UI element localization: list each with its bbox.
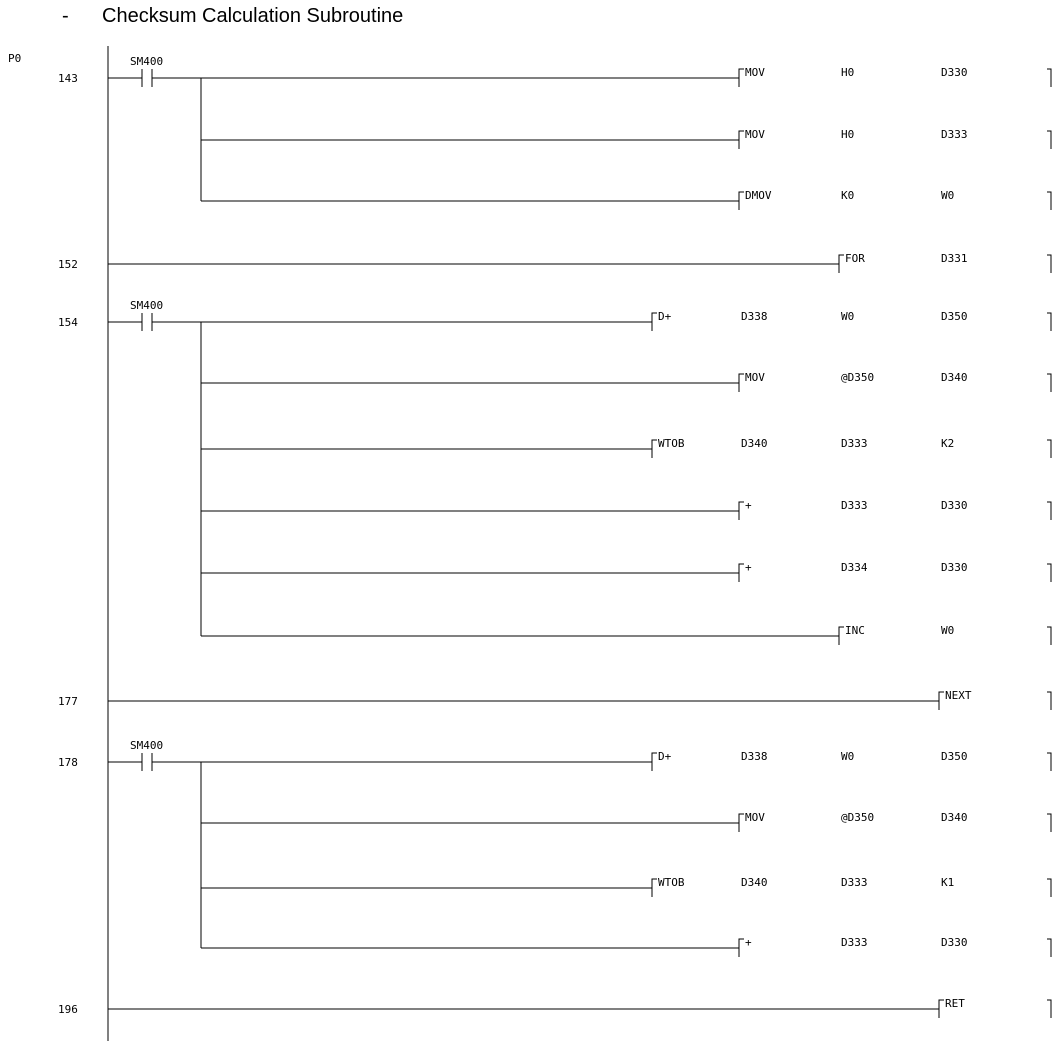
step-number: 196 [58, 1003, 78, 1016]
instruction-end-mark [1047, 752, 1052, 771]
instruction-end-mark [1047, 501, 1052, 520]
instruction-operand: D333 [841, 876, 868, 889]
instruction-end-mark [1047, 68, 1052, 87]
title-prefix: - [62, 5, 69, 27]
instruction-bracket [651, 752, 657, 771]
instruction-end-mark [1047, 878, 1052, 897]
instruction-operand: W0 [841, 750, 854, 763]
instruction-end-mark [1047, 813, 1052, 832]
contact-label: SM400 [130, 55, 163, 68]
instruction-op: WTOB [658, 876, 685, 889]
instruction-op: + [745, 561, 752, 574]
instruction-operand: @D350 [841, 811, 874, 824]
instruction-bracket [651, 439, 657, 458]
instruction-bracket [738, 938, 744, 957]
instruction-bracket [738, 373, 744, 392]
instruction-operand: H0 [841, 128, 854, 141]
instruction-end-mark [1047, 938, 1052, 957]
instruction-bracket [838, 254, 844, 273]
title-text: Checksum Calculation Subroutine [102, 5, 404, 27]
instruction-bracket [651, 878, 657, 897]
instruction-end-mark [1047, 563, 1052, 582]
instruction-operand: D338 [741, 750, 768, 763]
instruction-operand: D333 [941, 128, 968, 141]
instruction-operand: D330 [941, 499, 968, 512]
instruction-bracket [938, 999, 944, 1018]
step-number: 178 [58, 756, 78, 769]
instruction-operand: D330 [941, 561, 968, 574]
instruction-operand: K2 [941, 437, 954, 450]
instruction-bracket [738, 130, 744, 149]
instruction-op: RET [945, 997, 965, 1010]
instruction-operand: D340 [941, 811, 968, 824]
instruction-operand: W0 [841, 310, 854, 323]
instruction-end-mark [1047, 626, 1052, 645]
instruction-operand: D334 [841, 561, 868, 574]
instruction-op: WTOB [658, 437, 685, 450]
contact-label: SM400 [130, 299, 163, 312]
instruction-op: INC [845, 624, 865, 637]
instruction-end-mark [1047, 254, 1052, 273]
instruction-operand: D333 [841, 437, 868, 450]
instruction-operand: D350 [941, 310, 968, 323]
step-number: 143 [58, 72, 78, 85]
instruction-operand: D350 [941, 750, 968, 763]
instruction-end-mark [1047, 999, 1052, 1018]
step-number: 152 [58, 258, 78, 271]
instruction-operand: D331 [941, 252, 968, 265]
pointer-label: P0 [8, 52, 21, 65]
instruction-op: D+ [658, 750, 672, 763]
instruction-operand: D340 [741, 876, 768, 889]
instruction-operand: K0 [841, 189, 854, 202]
instruction-operand: W0 [941, 189, 954, 202]
instruction-end-mark [1047, 312, 1052, 331]
step-number: 177 [58, 695, 78, 708]
instruction-op: FOR [845, 252, 865, 265]
instruction-op: MOV [745, 66, 765, 79]
contact-label: SM400 [130, 739, 163, 752]
instruction-operand: D340 [941, 371, 968, 384]
page-title: - Checksum Calculation Subroutine [62, 5, 403, 28]
instruction-bracket [738, 501, 744, 520]
instruction-bracket [738, 813, 744, 832]
instruction-op: D+ [658, 310, 672, 323]
instruction-bracket [651, 312, 657, 331]
instruction-operand: D340 [741, 437, 768, 450]
instruction-operand: D333 [841, 499, 868, 512]
instruction-end-mark [1047, 130, 1052, 149]
instruction-bracket [738, 191, 744, 210]
instruction-bracket [738, 68, 744, 87]
instruction-op: DMOV [745, 189, 772, 202]
instruction-op: MOV [745, 811, 765, 824]
step-number: 154 [58, 316, 78, 329]
instruction-bracket [838, 626, 844, 645]
instruction-end-mark [1047, 373, 1052, 392]
instruction-end-mark [1047, 439, 1052, 458]
instruction-operand: D333 [841, 936, 868, 949]
instruction-operand: K1 [941, 876, 954, 889]
instruction-op: MOV [745, 128, 765, 141]
instruction-op: MOV [745, 371, 765, 384]
instruction-operand: D330 [941, 66, 968, 79]
instruction-end-mark [1047, 691, 1052, 710]
instruction-op: NEXT [945, 689, 972, 702]
instruction-operand: D330 [941, 936, 968, 949]
instruction-end-mark [1047, 191, 1052, 210]
instruction-operand: H0 [841, 66, 854, 79]
instruction-bracket [738, 563, 744, 582]
instruction-op: + [745, 936, 752, 949]
instruction-operand: W0 [941, 624, 954, 637]
instruction-operand: @D350 [841, 371, 874, 384]
instruction-operand: D338 [741, 310, 768, 323]
rungs: 143 SM400 MOV H0 D330 MOV H0 D333 DMOV K0 W0 152 FOR… [58, 55, 1052, 1018]
instruction-bracket [938, 691, 944, 710]
instruction-op: + [745, 499, 752, 512]
